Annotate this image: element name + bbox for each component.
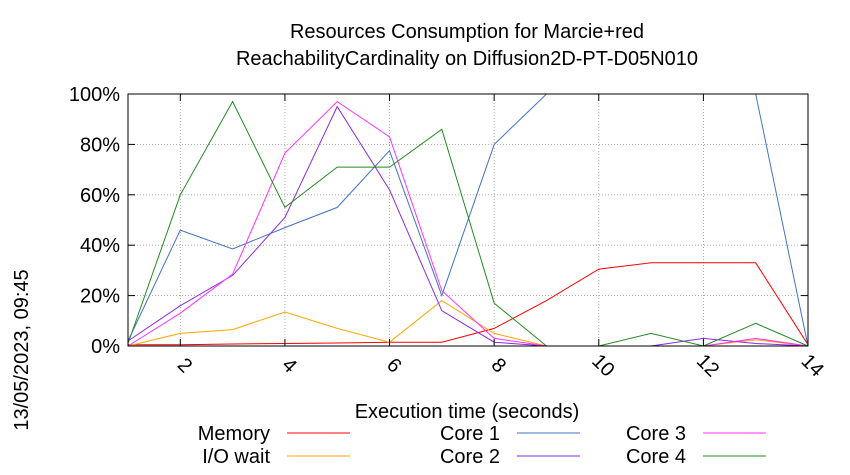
series-line-memory (128, 262, 809, 346)
series-line-core-3 (127, 100, 809, 347)
y-tick-label: 80% (80, 134, 120, 156)
grid (128, 94, 808, 346)
legend-label: Core 1 (440, 423, 500, 445)
timestamp-label: 13/05/2023, 09:45 (11, 269, 33, 430)
legend-label: I/O wait (202, 446, 270, 468)
x-axis-label: Execution time (seconds) (355, 401, 580, 423)
x-tick-label: 4 (277, 354, 300, 377)
legend-label: Core 4 (626, 446, 686, 468)
series-lines (127, 93, 809, 347)
legend-label: Core 3 (626, 423, 686, 445)
series-line-core-2 (127, 105, 809, 347)
series-line-core-1 (127, 93, 809, 347)
y-tick-label: 60% (80, 185, 120, 207)
series-line-i-o-wait (127, 299, 809, 347)
y-tick-label: 20% (80, 286, 120, 308)
chart-subtitle: ReachabilityCardinality on Diffusion2D-P… (236, 48, 698, 70)
x-tick-label: 14 (797, 350, 828, 381)
x-tick-label: 12 (692, 350, 723, 381)
chart-title: Resources Consumption for Marcie+red (290, 21, 644, 43)
series-line-core-4 (127, 100, 809, 347)
x-tick-label: 8 (487, 354, 510, 377)
legend-label: Core 2 (440, 446, 500, 468)
y-tick-label: 0% (91, 336, 120, 358)
plot-frame (127, 93, 809, 347)
ticks: 0% 20% 40% 60% 80% 100% 2 4 6 8 10 12 14 (69, 84, 828, 381)
y-tick-label: 100% (69, 84, 120, 106)
x-tick-label: 2 (173, 354, 196, 377)
legend-label: Memory (198, 423, 270, 445)
x-tick-label: 10 (587, 350, 618, 381)
x-tick-label: 6 (382, 354, 405, 377)
y-tick-label: 40% (80, 235, 120, 257)
